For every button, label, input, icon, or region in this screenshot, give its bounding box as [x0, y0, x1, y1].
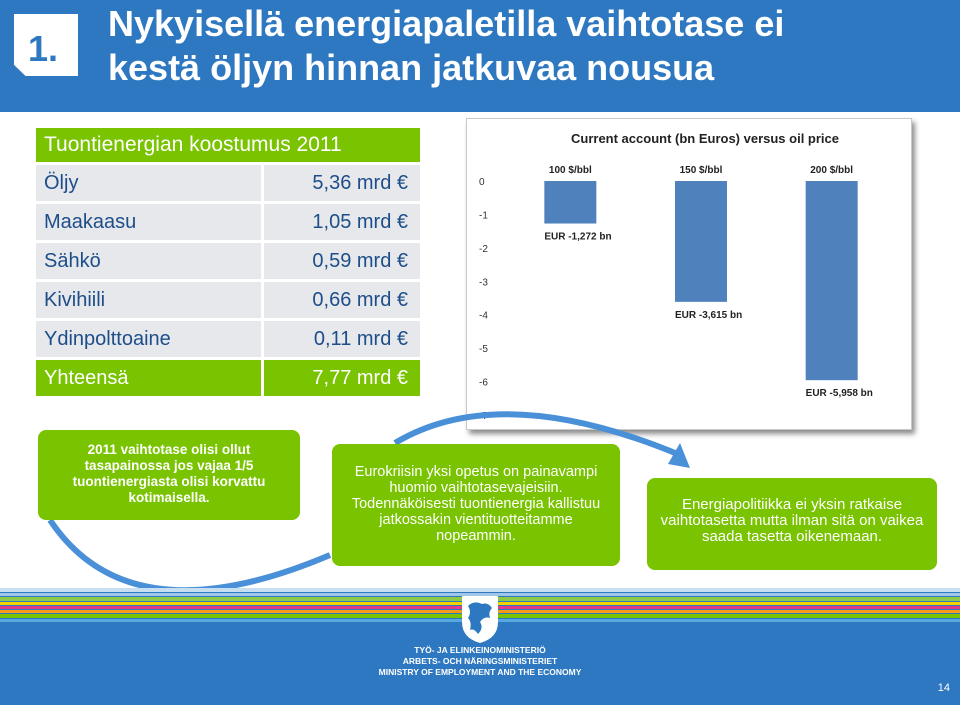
ministry-name-en: MINISTRY OF EMPLOYMENT AND THE ECONOMY	[378, 667, 582, 677]
ministry-name-fi: TYÖ- JA ELINKEINOMINISTERIÖ	[414, 645, 546, 655]
y-tick-label: 0	[479, 177, 485, 188]
row-value: 5,36 mrd €	[262, 163, 420, 204]
table-row: Öljy 5,36 mrd €	[36, 163, 420, 204]
arc-box2-to-box3	[393, 411, 682, 458]
y-tick-label: -1	[479, 210, 488, 221]
insight-box-2: Eurokriisin yksi opetus on painavampi hu…	[332, 444, 620, 566]
data-label: EUR -5,958 bn	[806, 388, 873, 399]
arrow-head-icon	[668, 443, 690, 468]
y-tick-label: -2	[479, 244, 488, 255]
table-heading-row: Tuontienergian koostumus 2011	[36, 128, 420, 165]
table-row: Sähkö 0,59 mrd €	[36, 241, 420, 282]
insight-box-1: 2011 vaihtotase olisi ollut tasapainossa…	[38, 430, 300, 520]
data-label: EUR -3,615 bn	[675, 310, 742, 321]
ministry-logo-text: TYÖ- JA ELINKEINOMINISTERIÖ ARBETS- OCH …	[340, 645, 620, 678]
slide-number: 1.	[28, 28, 59, 69]
row-value: 0,59 mrd €	[262, 241, 420, 282]
row-name: Kivihiili	[36, 280, 264, 321]
chart-bar	[675, 181, 727, 302]
row-name: Maakaasu	[36, 202, 264, 243]
chart-title: Current account (bn Euros) versus oil pr…	[571, 131, 839, 146]
row-name: Ydinpolttoaine	[36, 319, 264, 360]
row-value: 1,05 mrd €	[262, 202, 420, 243]
arc-box1-to-box2	[47, 518, 332, 594]
title-line-1: Nykyisellä energiapaletilla vaihtotase e…	[108, 3, 785, 44]
category-label: 100 $/bbl	[549, 165, 592, 176]
chart-canvas: Current account (bn Euros) versus oil pr…	[479, 131, 873, 422]
energy-import-table: Tuontienergian koostumus 2011 Öljy 5,36 …	[36, 128, 420, 399]
slide-number-badge: 1.	[14, 14, 78, 76]
category-label: 150 $/bbl	[680, 165, 723, 176]
table-heading: Tuontienergian koostumus 2011	[36, 128, 420, 165]
table-row: Ydinpolttoaine 0,11 mrd €	[36, 319, 420, 360]
row-value: 0,66 mrd €	[262, 280, 420, 321]
y-tick-label: -4	[479, 311, 488, 322]
chart-bar	[805, 181, 858, 381]
y-tick-label: -3	[479, 277, 488, 288]
current-account-chart: Current account (bn Euros) versus oil pr…	[466, 118, 912, 430]
ministry-name-sv: ARBETS- OCH NÄRINGSMINISTERIET	[402, 656, 558, 666]
row-name: Öljy	[36, 163, 264, 204]
row-value: 0,11 mrd €	[262, 319, 420, 360]
row-name: Sähkö	[36, 241, 264, 282]
title-line-2: kestä öljyn hinnan jatkuvaa nousua	[108, 47, 715, 88]
chart-bar	[544, 181, 597, 224]
insight-box-3: Energiapolitiikka ei yksin ratkaise vaih…	[647, 478, 937, 570]
table-row: Maakaasu 1,05 mrd €	[36, 202, 420, 243]
slide-header: 1. Nykyisellä energiapaletilla vaihtotas…	[0, 0, 960, 112]
y-tick-label: -5	[479, 344, 488, 355]
category-label: 200 $/bbl	[810, 165, 853, 176]
table-total-row: Yhteensä 7,77 mrd €	[36, 358, 420, 399]
total-name: Yhteensä	[36, 358, 264, 399]
finland-lion-crest-icon	[462, 596, 498, 643]
y-tick-label: -6	[479, 378, 488, 389]
data-label: EUR -1,272 bn	[544, 232, 611, 243]
page-number: 14	[937, 682, 950, 694]
total-value: 7,77 mrd €	[262, 358, 420, 399]
table-row: Kivihiili 0,66 mrd €	[36, 280, 420, 321]
slide-title: Nykyisellä energiapaletilla vaihtotase e…	[108, 2, 948, 90]
